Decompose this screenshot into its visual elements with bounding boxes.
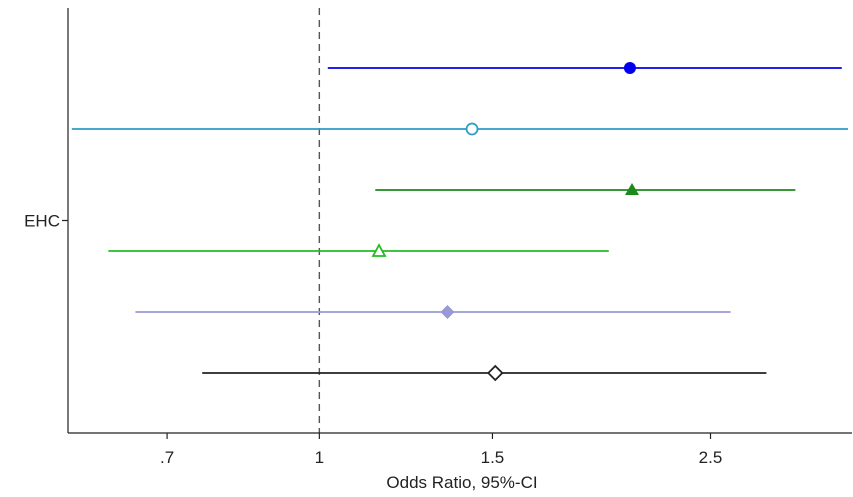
x-tick-label: .7 [160, 448, 174, 467]
x-tick-label: 2.5 [699, 448, 723, 467]
point-marker [623, 62, 636, 74]
x-axis-title: Odds Ratio, 95%-CI [386, 473, 537, 492]
point-marker [624, 183, 639, 195]
x-tick-label: 1 [315, 448, 324, 467]
axes: .7 1 1.5 2.5 EHC [24, 8, 852, 467]
point-marker [465, 122, 479, 136]
point-marker [440, 305, 455, 319]
point-marker [371, 243, 387, 257]
plot-area [71, 8, 848, 433]
point-marker [487, 364, 504, 382]
x-tick-label: 1.5 [481, 448, 505, 467]
y-tick-label: EHC [24, 212, 60, 231]
